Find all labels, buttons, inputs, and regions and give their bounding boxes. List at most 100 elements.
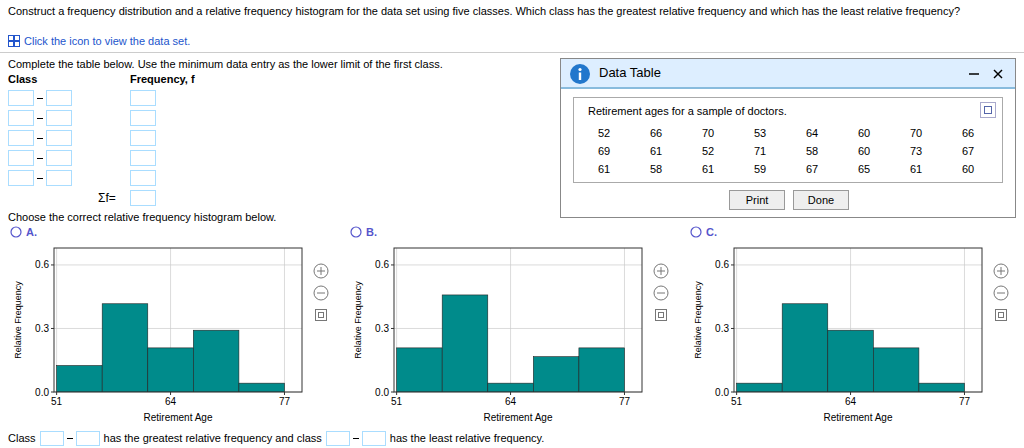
- data-value: 70: [896, 126, 936, 140]
- info-stem: [579, 73, 581, 81]
- bar: [488, 383, 534, 392]
- instruction: Complete the table below. Use the minimu…: [8, 57, 443, 71]
- tick-label: 64: [165, 396, 177, 407]
- radio-circle: [691, 227, 701, 237]
- tick-label: 64: [845, 396, 857, 407]
- answer-box[interactable]: [8, 110, 34, 126]
- expand[interactable]: [996, 310, 1007, 321]
- answer-box[interactable]: [326, 431, 350, 446]
- answer-box[interactable]: [8, 130, 34, 146]
- column-header: Class: [8, 73, 37, 85]
- data-value: 73: [896, 144, 936, 158]
- answer-box[interactable]: [130, 90, 156, 106]
- bar: [397, 348, 443, 392]
- grid-line: [394, 328, 642, 329]
- radio-button[interactable]: [690, 226, 702, 238]
- answer-box[interactable]: [130, 170, 156, 186]
- tick-mark: [391, 264, 394, 265]
- plot-frame: [734, 248, 982, 392]
- radio-circle: [351, 227, 361, 237]
- bars: [737, 304, 965, 392]
- popup-button[interactable]: Done: [793, 190, 849, 210]
- zoom-out-circle: [654, 286, 668, 300]
- answer-box[interactable]: [8, 150, 34, 166]
- answer-box[interactable]: [130, 110, 156, 126]
- plot-area: [734, 248, 982, 392]
- x-axis-label: Retirement Age: [144, 412, 213, 423]
- tick-label: 51: [731, 396, 743, 407]
- answer-box[interactable]: [130, 190, 156, 206]
- chart-title[interactable]: A.: [26, 225, 37, 239]
- data-value: 52: [584, 126, 624, 140]
- zoom-in[interactable]: [994, 264, 1008, 278]
- zoom-in-circle: [994, 264, 1008, 278]
- zoom-out[interactable]: [994, 286, 1008, 300]
- answer-box[interactable]: [40, 431, 64, 446]
- plot-area: [394, 248, 642, 392]
- minimize-button[interactable]: [967, 67, 981, 81]
- chart-title[interactable]: C.: [706, 225, 717, 239]
- popup-header: Data Table: [561, 59, 1015, 89]
- close-glyph: [994, 70, 1002, 78]
- expand-glyph: [659, 313, 664, 318]
- expand[interactable]: [316, 310, 327, 321]
- bar: [193, 330, 239, 392]
- tick-mark: [391, 392, 394, 393]
- tick-mark: [391, 328, 394, 329]
- answer-box[interactable]: [76, 431, 100, 446]
- expand[interactable]: [656, 310, 667, 321]
- expand-frame: [316, 310, 327, 321]
- grid-line: [964, 248, 965, 392]
- answer-box[interactable]: [46, 110, 72, 126]
- zoom-in-circle: [314, 264, 328, 278]
- answer-box[interactable]: [8, 90, 34, 106]
- tick-mark: [56, 392, 57, 395]
- copy-icon[interactable]: [980, 102, 996, 118]
- zoom-in[interactable]: [654, 264, 668, 278]
- bar: [533, 357, 579, 392]
- data-value: 58: [792, 144, 832, 158]
- info-circle: [570, 64, 590, 84]
- tick-label: 0.3: [35, 323, 49, 334]
- answer-box[interactable]: [130, 150, 156, 166]
- chart-title[interactable]: B.: [366, 225, 377, 239]
- zoom-in-glyph: [1001, 267, 1002, 275]
- data-value: 67: [792, 162, 832, 176]
- zoom-out[interactable]: [314, 286, 328, 300]
- plot-frame: [54, 248, 302, 392]
- click-text[interactable]: Click the icon to view the data set.: [24, 34, 190, 48]
- tick-mark: [284, 392, 285, 395]
- tick-label: 0.6: [375, 259, 389, 270]
- data-value: 60: [948, 162, 988, 176]
- answer-box[interactable]: [8, 170, 34, 186]
- answer-box[interactable]: [46, 150, 72, 166]
- zoom-out-glyph: [317, 293, 325, 294]
- tick-label: 77: [279, 396, 291, 407]
- zoom-tools: [652, 262, 670, 328]
- histogram: 5164770.00.30.6Retirement AgeRelative Fr…: [10, 240, 310, 426]
- data-value: 61: [584, 162, 624, 176]
- answer-box[interactable]: [46, 130, 72, 146]
- expand-frame: [656, 310, 667, 321]
- data-icon-cell: [9, 36, 14, 41]
- answer-box[interactable]: [46, 170, 72, 186]
- answer-box[interactable]: [362, 431, 386, 446]
- page: Construct a frequency distribution and a…: [0, 0, 1024, 448]
- bar: [442, 295, 488, 392]
- dash: [37, 118, 43, 119]
- answer-box[interactable]: [130, 130, 156, 146]
- zoom-in[interactable]: [314, 264, 328, 278]
- radio-button[interactable]: [10, 226, 22, 238]
- dash: [37, 138, 43, 139]
- separator: [0, 52, 1024, 53]
- data-icon-cell: [15, 36, 20, 41]
- popup-button[interactable]: Print: [729, 190, 785, 210]
- zoom-out[interactable]: [654, 286, 668, 300]
- data-icon[interactable]: [8, 35, 20, 47]
- answer-box[interactable]: [46, 90, 72, 106]
- zoom-in-glyph: [661, 267, 662, 275]
- tick-mark: [850, 392, 851, 395]
- close-button[interactable]: [991, 67, 1005, 81]
- radio-button[interactable]: [350, 226, 362, 238]
- data-value: 69: [584, 144, 624, 158]
